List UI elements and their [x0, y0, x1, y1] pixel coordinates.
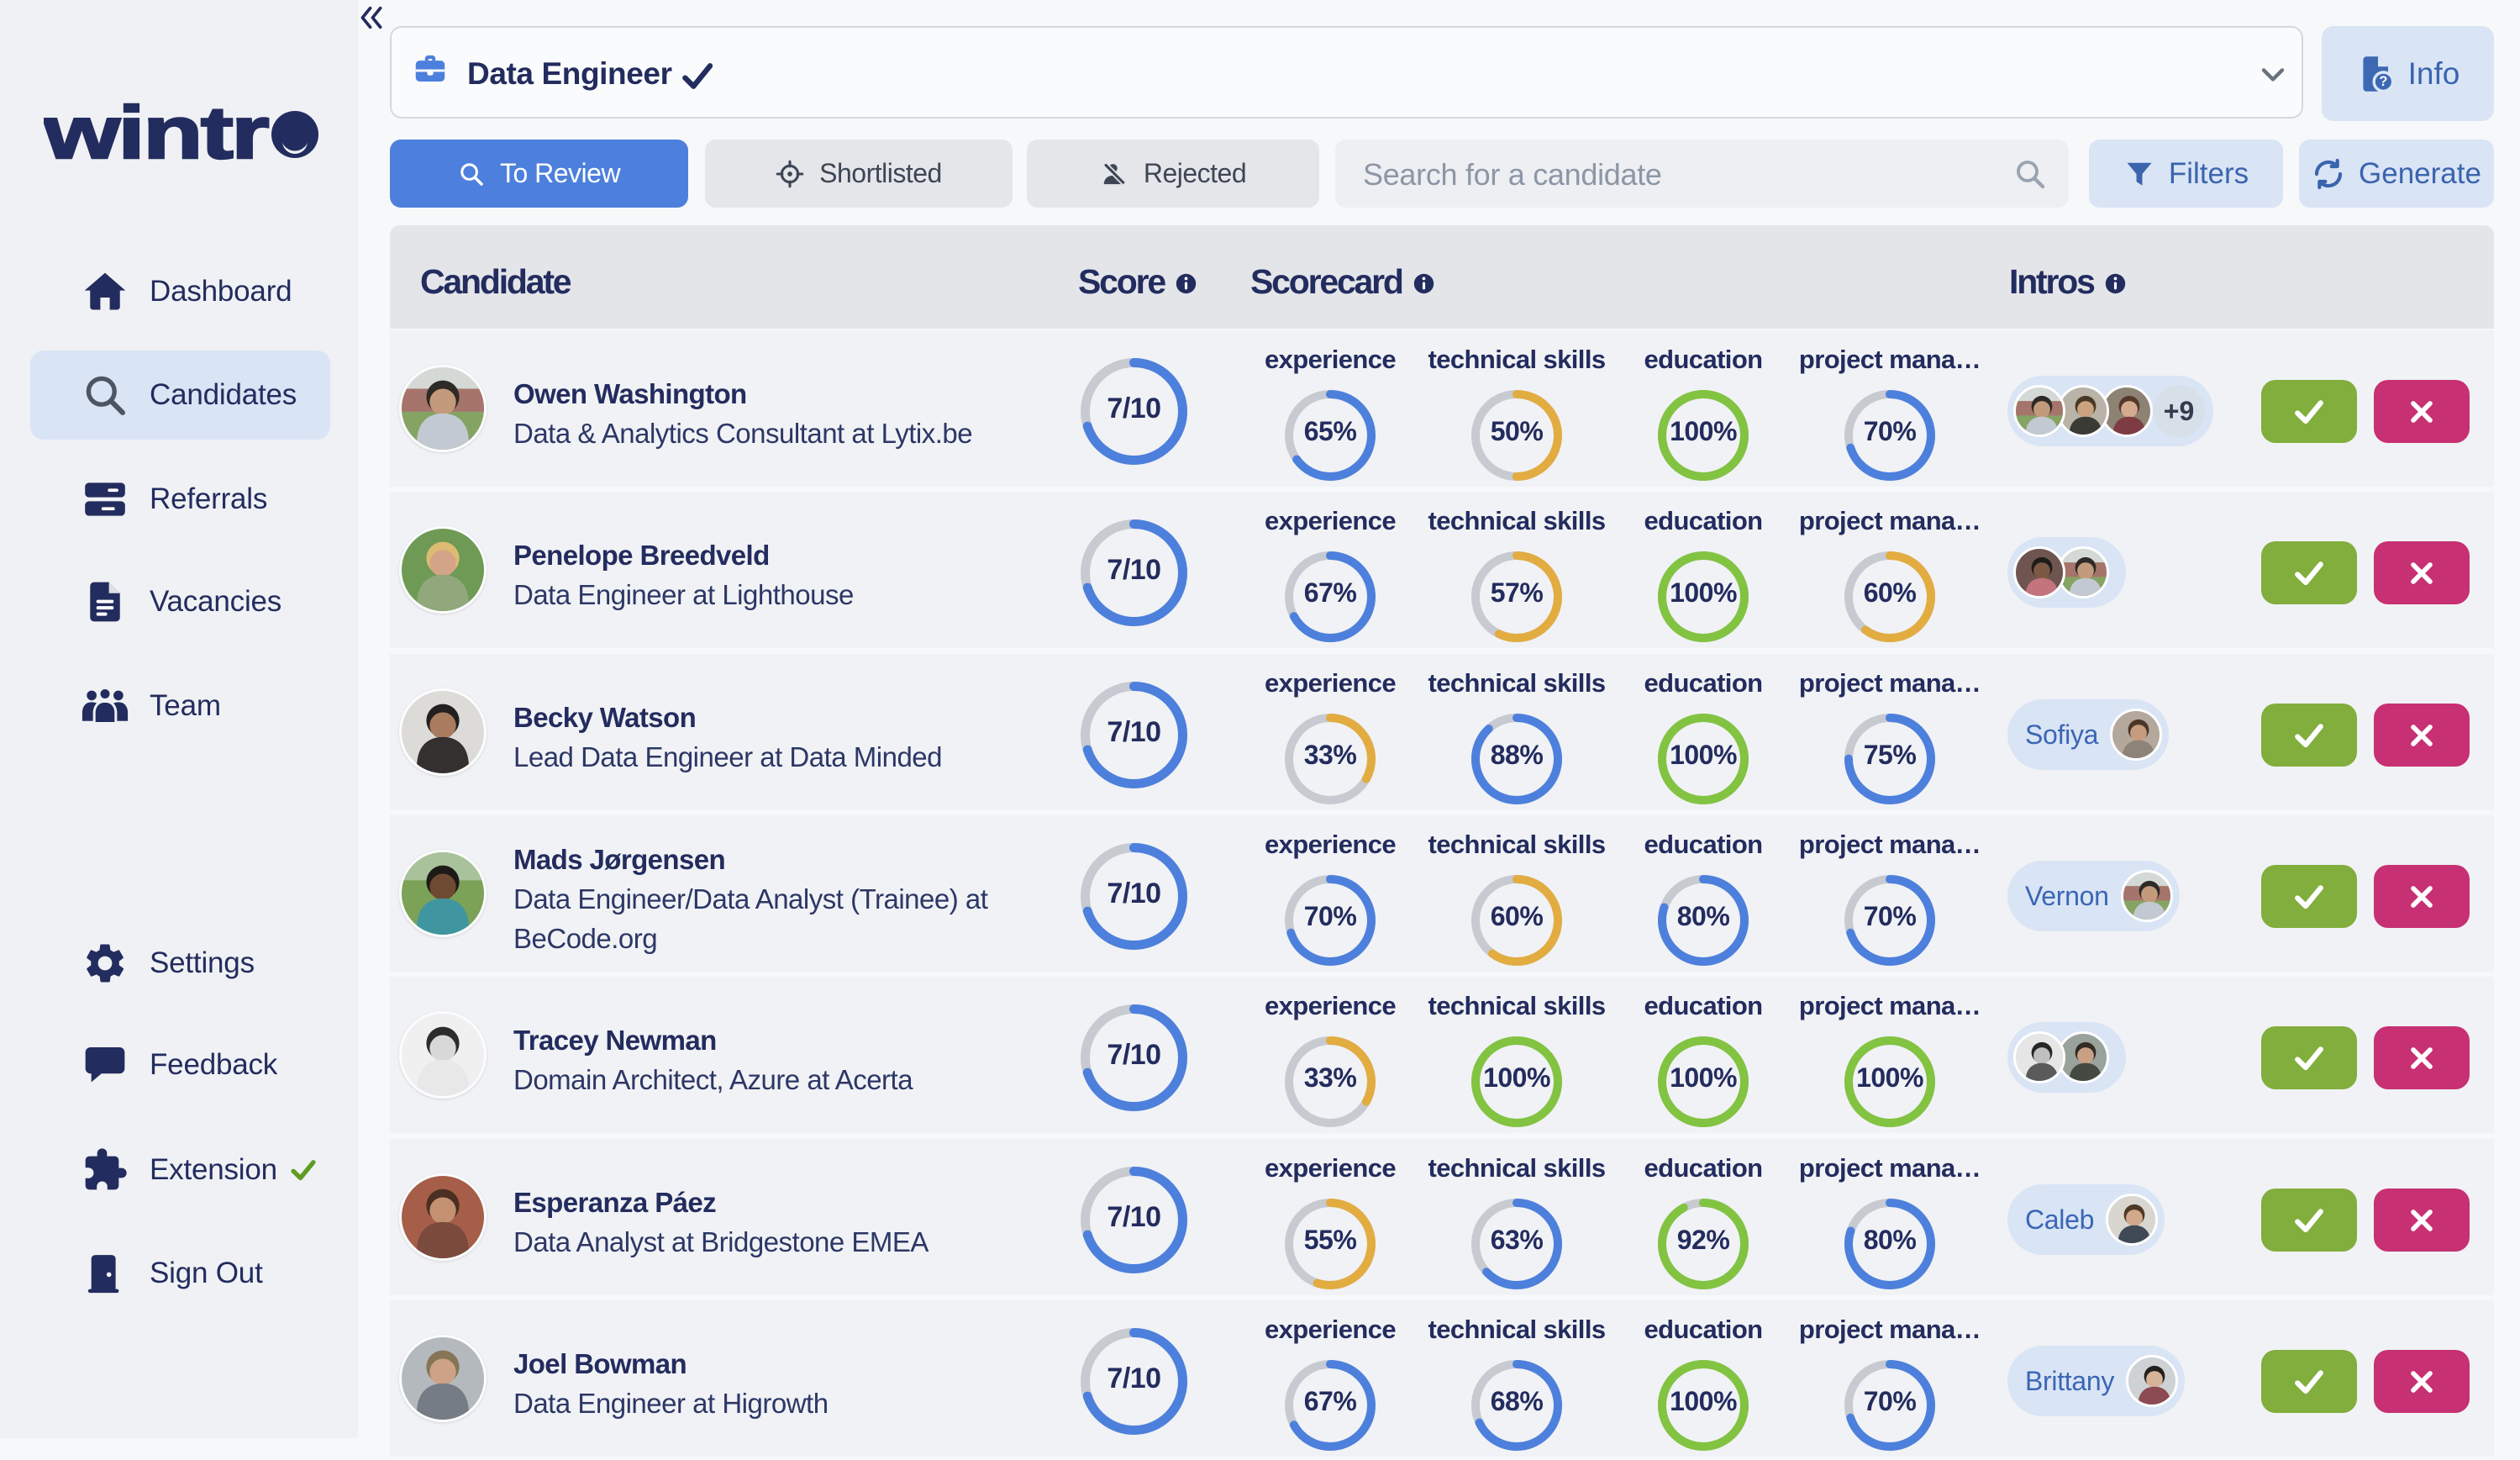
- svg-text:wintr: wintr: [44, 91, 268, 172]
- svg-text:?: ?: [2379, 74, 2387, 89]
